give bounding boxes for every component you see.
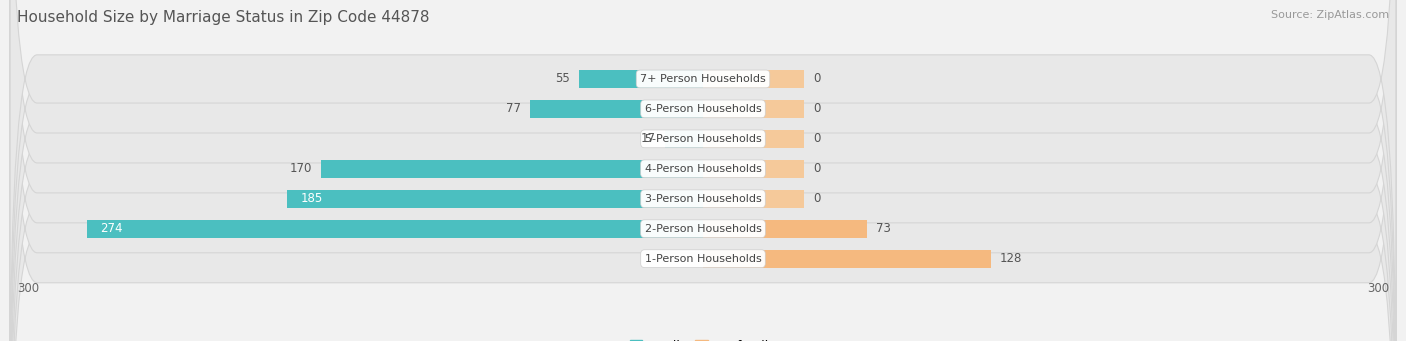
Text: 170: 170 [290, 162, 312, 175]
Bar [703, 160, 804, 178]
Text: 77: 77 [506, 102, 520, 115]
Bar [703, 100, 804, 118]
Bar [703, 70, 804, 88]
Legend: Family, Nonfamily: Family, Nonfamily [624, 335, 782, 341]
FancyBboxPatch shape [10, 0, 1396, 341]
Text: 4-Person Households: 4-Person Households [644, 164, 762, 174]
Text: 2-Person Households: 2-Person Households [644, 224, 762, 234]
Text: 3-Person Households: 3-Person Households [644, 194, 762, 204]
Text: 0: 0 [813, 192, 821, 205]
FancyBboxPatch shape [10, 0, 1396, 341]
Text: 5-Person Households: 5-Person Households [644, 134, 762, 144]
Text: 73: 73 [876, 222, 891, 235]
FancyBboxPatch shape [10, 0, 1396, 341]
FancyBboxPatch shape [10, 0, 1396, 341]
Text: 274: 274 [100, 222, 122, 235]
Text: 0: 0 [813, 162, 821, 175]
Text: 128: 128 [1000, 252, 1022, 265]
Bar [703, 190, 804, 208]
Text: 55: 55 [555, 72, 571, 86]
Bar [703, 220, 868, 238]
Bar [87, 220, 703, 238]
Bar [530, 100, 703, 118]
Text: 17: 17 [641, 132, 655, 145]
Text: 6-Person Households: 6-Person Households [644, 104, 762, 114]
Bar [321, 160, 703, 178]
Text: 1-Person Households: 1-Person Households [644, 254, 762, 264]
Text: 0: 0 [813, 72, 821, 86]
Bar [703, 250, 991, 268]
FancyBboxPatch shape [10, 0, 1396, 341]
Text: 7+ Person Households: 7+ Person Households [640, 74, 766, 84]
Bar [703, 130, 804, 148]
Text: 0: 0 [813, 132, 821, 145]
Bar [665, 130, 703, 148]
Text: 185: 185 [301, 192, 322, 205]
Bar [287, 190, 703, 208]
Text: Household Size by Marriage Status in Zip Code 44878: Household Size by Marriage Status in Zip… [17, 10, 429, 25]
FancyBboxPatch shape [10, 0, 1396, 341]
Text: Source: ZipAtlas.com: Source: ZipAtlas.com [1271, 10, 1389, 20]
Text: 0: 0 [813, 102, 821, 115]
FancyBboxPatch shape [10, 0, 1396, 341]
Bar [579, 70, 703, 88]
